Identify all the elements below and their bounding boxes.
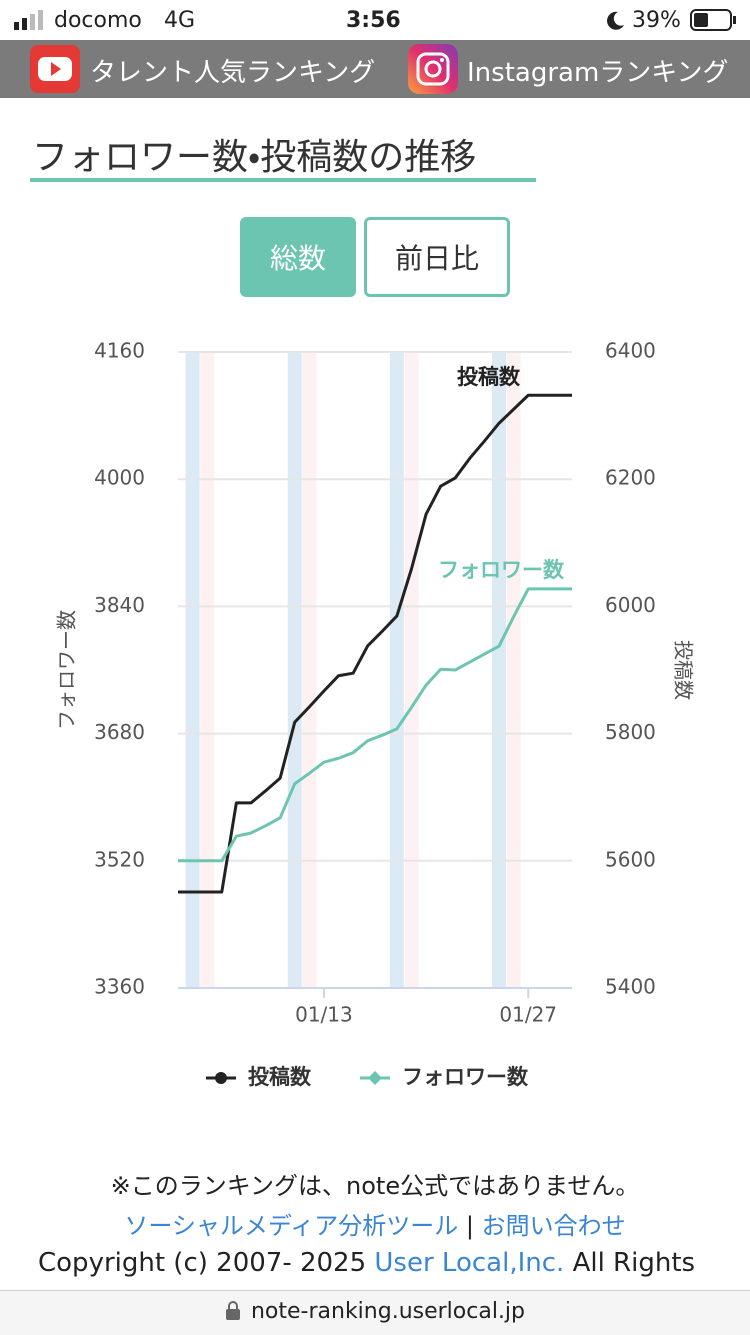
footer-link[interactable]: ソーシャルメディア分析ツール [124, 1212, 459, 1240]
nav-link[interactable]: タレント人気ランキング [90, 58, 376, 88]
y-tick-label: 3840 [94, 593, 145, 617]
holiday-band [404, 352, 419, 988]
y-tick-label: 3360 [94, 975, 145, 999]
youtube-icon [30, 45, 80, 93]
network: 4G [164, 8, 196, 33]
y2-tick-label: 6400 [605, 339, 656, 363]
legend-item[interactable]: フォロワー数 [360, 1065, 529, 1089]
lock-icon [225, 1301, 240, 1320]
battery-level: 39% [632, 8, 681, 33]
y2-tick-label: 6000 [605, 593, 656, 617]
series-annotation: 投稿数 [457, 365, 521, 389]
holiday-band [506, 352, 521, 988]
y2-tick-label: 6200 [605, 466, 656, 490]
y2-tick-label: 5400 [605, 975, 656, 999]
copyright-text: Copyright (c) 2007- 2025 [38, 1248, 367, 1278]
copyright: Copyright (c) 2007- 2025 User Local,Inc.… [38, 1248, 695, 1278]
nav-link[interactable]: Instagramランキング [467, 58, 729, 88]
tab[interactable]: 前日比 [364, 217, 510, 297]
y-tick-label: 4000 [94, 466, 145, 490]
y2-tick-label: 5600 [605, 847, 656, 871]
disclaimer: ※このランキングは、note公式ではありません。 [110, 1172, 640, 1200]
legend-marker [215, 1072, 227, 1084]
instagram-icon [408, 44, 458, 94]
battery-icon [690, 9, 736, 31]
weekend-band [492, 352, 507, 988]
moon-icon [607, 11, 624, 30]
y2-axis-title: 投稿数 [672, 640, 696, 700]
weekend-band [287, 352, 302, 988]
copyright-text: All Rights [572, 1248, 696, 1278]
holiday-band [200, 352, 215, 988]
legend-label: フォロワー数 [402, 1065, 529, 1089]
url: note-ranking.userlocal.jp [250, 1299, 526, 1324]
y-axis-title: フォロワー数 [55, 610, 79, 730]
legend-item[interactable]: 投稿数 [206, 1065, 312, 1089]
series-line [178, 393, 572, 894]
nav-bar: タレント人気ランキング Instagramランキング [0, 40, 750, 98]
separator: | [465, 1212, 474, 1240]
series-annotation: フォロワー数 [438, 558, 565, 582]
y-tick-label: 3520 [94, 847, 145, 871]
weekend-band [185, 352, 200, 988]
holiday-band [302, 352, 317, 988]
x-tick-label: 01/27 [499, 1003, 557, 1027]
status-bar: docomo 4G 3:56 39% [0, 0, 750, 40]
y2-tick-label: 5800 [605, 720, 656, 744]
title-underline [30, 178, 536, 182]
tab-active[interactable]: 総数 [240, 217, 356, 297]
legend-marker [368, 1071, 382, 1085]
clock: 3:56 [346, 8, 401, 33]
y-tick-label: 4160 [94, 339, 145, 363]
carrier: docomo [54, 8, 142, 33]
weekend-band [389, 352, 404, 988]
section-title: フォロワー数・投稿数の推移 [32, 137, 477, 178]
company-link[interactable]: User Local,Inc. [374, 1248, 565, 1278]
footer-link[interactable]: お問い合わせ [481, 1212, 626, 1240]
y-tick-label: 3680 [94, 720, 145, 744]
footer-links: ソーシャルメディア分析ツール | お問い合わせ [0, 1206, 750, 1241]
x-tick-label: 01/13 [295, 1003, 353, 1027]
legend-label: 投稿数 [248, 1065, 312, 1089]
chart: 3360 3520 3680 3840 4000 4160 5400 5600 5800 6000… [55, 339, 696, 1090]
address-bar: note-ranking.userlocal.jp [0, 1290, 750, 1335]
signal-icon [14, 10, 43, 30]
series-line [178, 587, 572, 863]
